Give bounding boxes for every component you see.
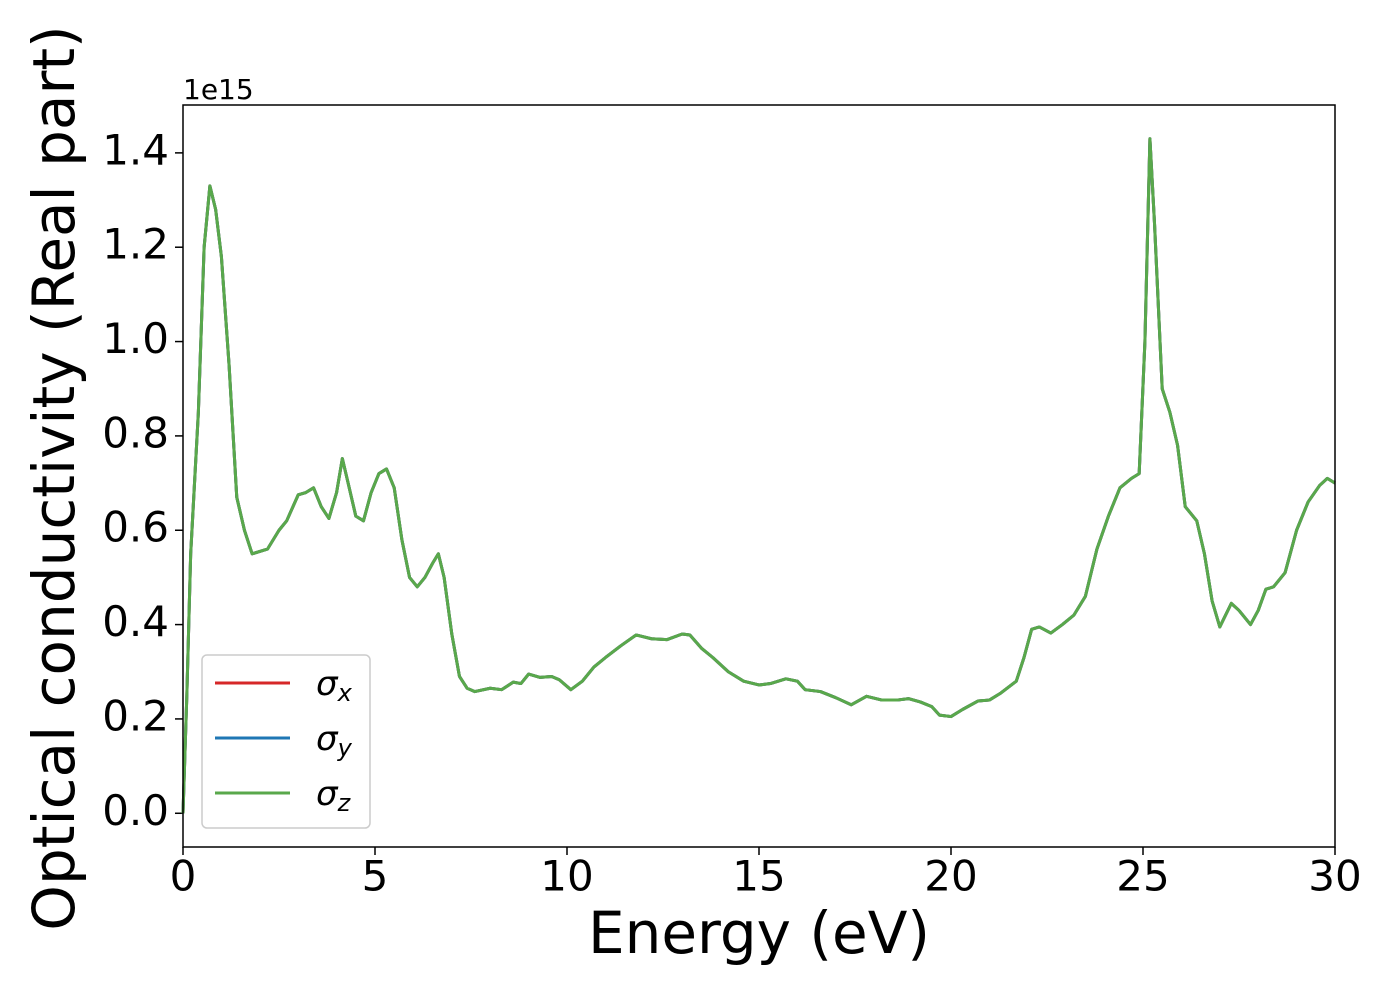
x-tick-label: 5 [362, 852, 389, 901]
x-tick-label: 15 [732, 852, 785, 901]
x-tick-label: 30 [1308, 852, 1361, 901]
x-tick-label: 20 [924, 852, 977, 901]
y-tick-label: 1.0 [102, 314, 169, 363]
legend: σx σy σz [201, 654, 371, 829]
x-tick-label: 10 [540, 852, 593, 901]
y-tick-label: 0.0 [102, 786, 169, 835]
y-offset-label: 1e15 [183, 73, 254, 106]
plot-frame [182, 104, 1336, 848]
y-tick-label: 1.4 [102, 125, 169, 174]
legend-label: σz [316, 774, 352, 818]
legend-box [201, 654, 371, 829]
series-line [181, 137, 1336, 814]
x-tick-label: 0 [170, 852, 197, 901]
x-axis-label: Energy (eV) [588, 899, 930, 967]
y-tick-label: 0.4 [102, 597, 169, 646]
x-tick-label: 25 [1116, 852, 1169, 901]
y-axis-label: Optical conductivity (Real part) [20, 25, 88, 930]
y-tick-label: 0.6 [102, 503, 169, 552]
y-tick-label: 0.8 [102, 408, 169, 457]
legend-label: σy [316, 719, 353, 763]
y-tick-label: 0.2 [102, 691, 169, 740]
y-tick-label: 1.2 [102, 220, 169, 269]
legend-label: σx [316, 664, 353, 708]
